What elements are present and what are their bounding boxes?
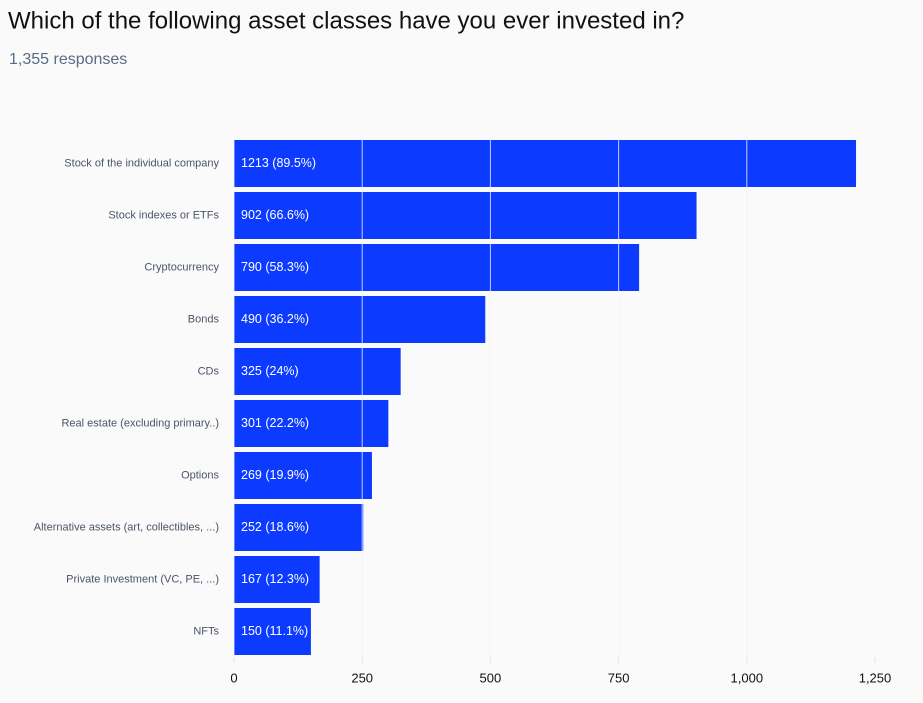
- bar: [234, 192, 697, 239]
- chart-subtitle: 1,355 responses: [9, 51, 127, 68]
- bar: [234, 348, 401, 395]
- category-label: Stock of the individual company: [64, 157, 219, 169]
- category-label: NFTs: [193, 625, 219, 637]
- value-label: 301 (22.2%): [241, 416, 309, 430]
- bar: [234, 140, 857, 187]
- value-label: 325 (24%): [241, 364, 299, 378]
- value-label: 1213 (89.5%): [241, 156, 316, 170]
- category-label: Options: [181, 469, 219, 481]
- category-label: Bonds: [188, 313, 220, 325]
- bar: [234, 556, 320, 603]
- category-label: Cryptocurrency: [144, 261, 219, 273]
- x-tick-label: 250: [351, 670, 373, 685]
- value-label: 167 (12.3%): [241, 572, 309, 586]
- x-tick-label: 500: [480, 670, 502, 685]
- value-label: 269 (19.9%): [241, 468, 309, 482]
- value-label: 252 (18.6%): [241, 520, 309, 534]
- x-tick-label: 750: [608, 670, 630, 685]
- category-label: Stock indexes or ETFs: [108, 209, 219, 221]
- value-label: 490 (36.2%): [241, 312, 309, 326]
- bar: [234, 452, 372, 499]
- bar: [234, 296, 486, 343]
- value-label: 150 (11.1%): [241, 624, 308, 638]
- chart-title: Which of the following asset classes hav…: [8, 7, 684, 34]
- bar: [234, 504, 364, 551]
- x-tick-label: 1,000: [731, 670, 764, 685]
- value-label: 902 (66.6%): [241, 208, 309, 222]
- bar: [234, 608, 311, 655]
- value-label: 790 (58.3%): [241, 260, 309, 274]
- bar: [234, 244, 640, 291]
- category-label: Real estate (excluding primary..): [61, 417, 219, 429]
- category-label: Private Investment (VC, PE, ...): [66, 573, 219, 585]
- category-label: CDs: [198, 365, 220, 377]
- category-label: Alternative assets (art, collectibles, .…: [34, 521, 219, 533]
- x-tick-label: 0: [230, 670, 237, 685]
- x-tick-label: 1,250: [859, 670, 892, 685]
